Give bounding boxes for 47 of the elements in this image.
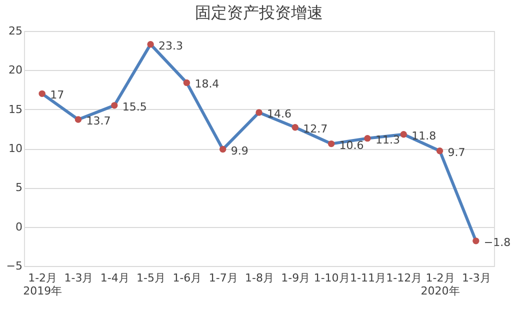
point — [74, 116, 82, 123]
data-label: 13.7 — [86, 114, 111, 128]
x-tick-label: 1-10月 — [314, 272, 350, 284]
point — [328, 140, 335, 148]
point — [111, 102, 118, 109]
y-tick-label: 15 — [8, 102, 22, 116]
data-label: 18.4 — [194, 78, 220, 91]
data-label: 11.8 — [412, 129, 436, 142]
x-tick-label: 1-11月 — [350, 272, 386, 284]
x-tick-label: 1-9月 — [281, 272, 310, 284]
point — [292, 124, 299, 131]
y-tick-label: 25 — [8, 24, 22, 38]
data-label: 15.5 — [122, 100, 147, 114]
y-tick-label: 5 — [16, 181, 22, 194]
point — [256, 109, 262, 116]
data-label: 23.3 — [158, 39, 184, 52]
x-tick-label: 1-8月 — [245, 272, 274, 284]
x-tick-label: 1-5月 — [136, 272, 166, 284]
data-label: 12.7 — [303, 122, 328, 136]
x-tick-label: 1-3月 — [462, 272, 491, 284]
x-tick-label: 1-2月 2020年 — [420, 272, 460, 298]
y-tick-label: 20 — [8, 64, 22, 77]
data-label: 9.9 — [230, 144, 248, 158]
data-label: 14.6 — [267, 107, 292, 120]
x-tick-label: 1-3月 — [64, 272, 94, 284]
y-tick-label: 0 — [16, 220, 22, 234]
data-label: 10.6 — [339, 138, 364, 152]
point — [147, 40, 154, 48]
point — [472, 238, 480, 244]
x-tick-label: 1-4月 — [100, 272, 130, 284]
point — [219, 146, 226, 153]
point — [38, 90, 46, 98]
data-label: −1.8 — [484, 236, 511, 249]
point — [400, 131, 407, 138]
data-label: 11.3 — [375, 133, 400, 146]
x-tick-label: 1-2月 2019年 — [23, 272, 62, 298]
point — [436, 148, 444, 154]
chart-title: 固定资产投资增速 — [195, 3, 323, 22]
data-label: 9.7 — [448, 146, 466, 159]
x-tick-label: 1-12月 — [386, 272, 422, 284]
point — [364, 134, 371, 142]
x-tick-label: 1-7月 — [208, 272, 238, 284]
data-label: 17 — [50, 88, 64, 102]
y-tick-label: 10 — [8, 142, 22, 155]
point — [183, 79, 190, 86]
x-tick-label: 1-6月 — [172, 272, 202, 284]
y-tick-label: −5 — [6, 260, 22, 272]
